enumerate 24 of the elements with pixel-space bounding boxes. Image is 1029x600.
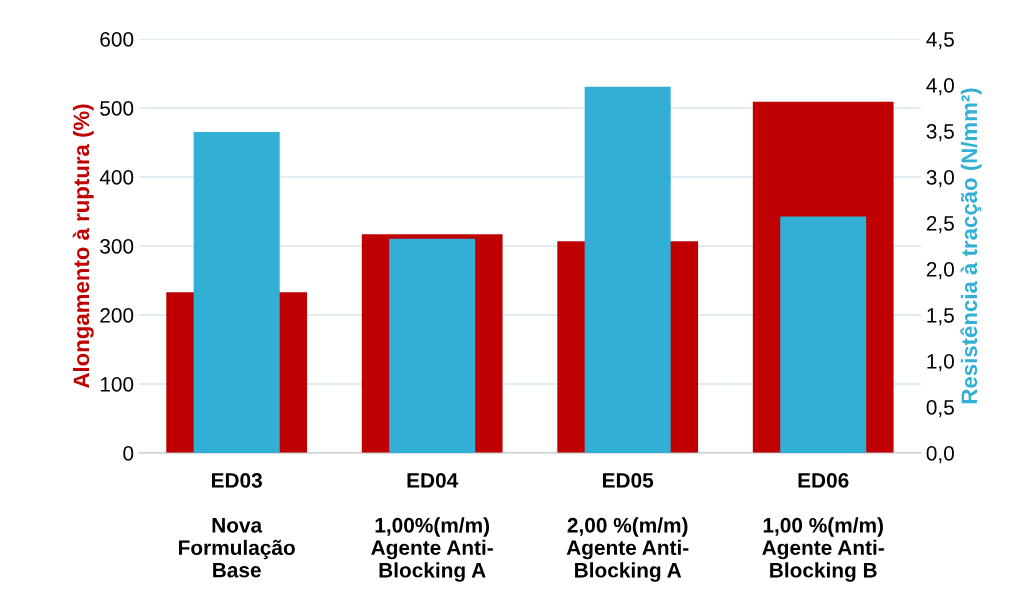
y-tick-label: 500 [100,101,134,116]
y-tick-label: 0 [123,446,134,461]
y2-tick-label: 3,5 [926,124,954,142]
y2-tick-label: 4,5 [926,32,954,50]
y2-tick-label: 2,0 [926,262,954,280]
category-label: ED04 1,00%(m/m) Agente Anti- Blocking A [371,472,493,582]
y2-tick-label: 0,5 [926,400,954,418]
y2-tick-label: 1,0 [927,354,954,372]
y-tick-label: 100 [100,377,134,392]
y-axis-title: Alongamento à ruptura (%) [72,104,94,389]
category-label: ED03 Nova Formulação Base [179,472,295,578]
y2-tick-label: 3,0 [926,170,954,188]
bar [780,216,867,453]
y2-tick-label: 0,0 [926,446,954,464]
y-tick-label: 200 [100,308,134,323]
y2-tick-label: 2,5 [926,216,954,234]
y-tick-label: 300 [100,239,134,254]
category-label: ED06 1,00 %(m/m) Agente Anti- Blocking B [762,472,884,582]
y2-axis-title: Resistência à tracção (N/mm²) [960,88,982,404]
y-tick-label: 400 [99,170,134,185]
y2-tick-label: 4,0 [926,78,954,96]
y2-tick-label: 1,5 [927,308,954,326]
category-label: ED05 2,00 %(m/m) Agente Anti- Blocking A [566,472,689,582]
y-tick-label: 600 [100,32,134,47]
